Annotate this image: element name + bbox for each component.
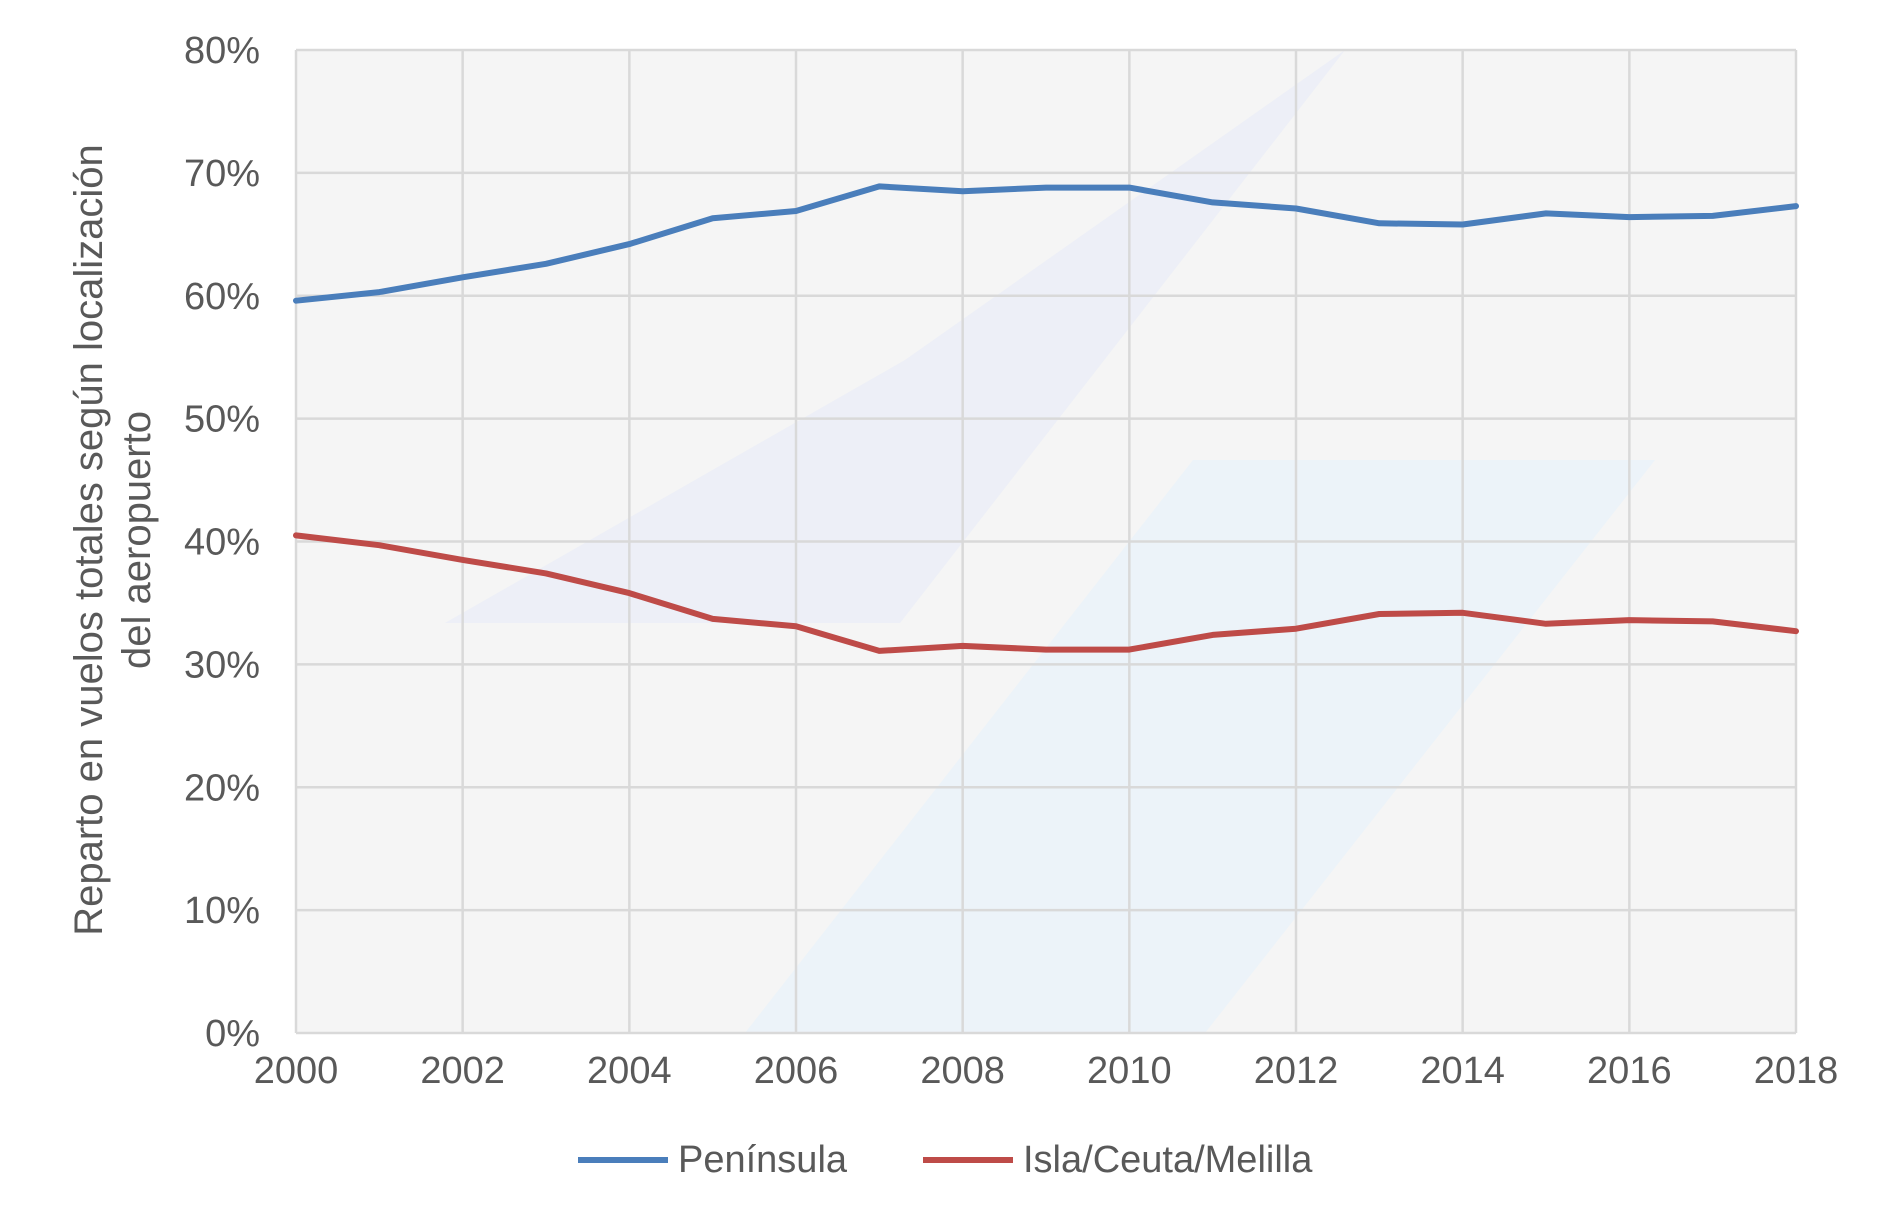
y-tick-label: 10% — [184, 890, 260, 932]
x-tick-label: 2018 — [1754, 1050, 1839, 1092]
legend-item: Isla/Ceuta/Melilla — [923, 1139, 1313, 1181]
x-tick-label: 2006 — [754, 1050, 839, 1092]
x-tick-label: 2010 — [1087, 1050, 1172, 1092]
y-axis-title: Reparto en vuelos totales según localiza… — [67, 144, 159, 936]
legend-label: Isla/Ceuta/Melilla — [1023, 1139, 1313, 1181]
y-axis-title-line: del aeropuerto — [115, 411, 159, 669]
y-tick-label: 70% — [184, 153, 260, 195]
watermark-graphic — [445, 50, 1655, 1033]
y-tick-label: 20% — [184, 767, 260, 809]
y-tick-label: 50% — [184, 399, 260, 441]
y-tick-label: 80% — [184, 30, 260, 72]
x-tick-label: 2002 — [420, 1050, 505, 1092]
series-line — [293, 532, 1799, 654]
x-tick-label: 2014 — [1420, 1050, 1505, 1092]
x-tick-label: 2000 — [254, 1050, 339, 1092]
y-tick-label: 40% — [184, 522, 260, 564]
x-axis-ticks: 2000 2002 2004 2006 2008 2010 2012 2014 2016 2018 — [254, 1050, 1839, 1092]
y-tick-label: 30% — [184, 644, 260, 686]
legend: Península Isla/Ceuta/Melilla — [578, 1139, 1313, 1181]
y-tick-label: 60% — [184, 276, 260, 318]
series-layer — [293, 183, 1799, 654]
x-tick-label: 2004 — [587, 1050, 672, 1092]
y-axis-title-line: Reparto en vuelos totales según localiza… — [67, 144, 111, 936]
series-line — [293, 183, 1799, 304]
x-tick-label: 2016 — [1587, 1050, 1672, 1092]
legend-label: Península — [678, 1139, 848, 1181]
x-tick-label: 2008 — [920, 1050, 1005, 1092]
gridlines — [294, 48, 1798, 1035]
legend-item: Península — [578, 1139, 848, 1181]
x-tick-label: 2012 — [1254, 1050, 1339, 1092]
y-tick-label: 0% — [205, 1013, 260, 1055]
y-axis-ticks: 0% 10% 20% 30% 40% 50% 60% 70% 80% — [184, 30, 260, 1055]
